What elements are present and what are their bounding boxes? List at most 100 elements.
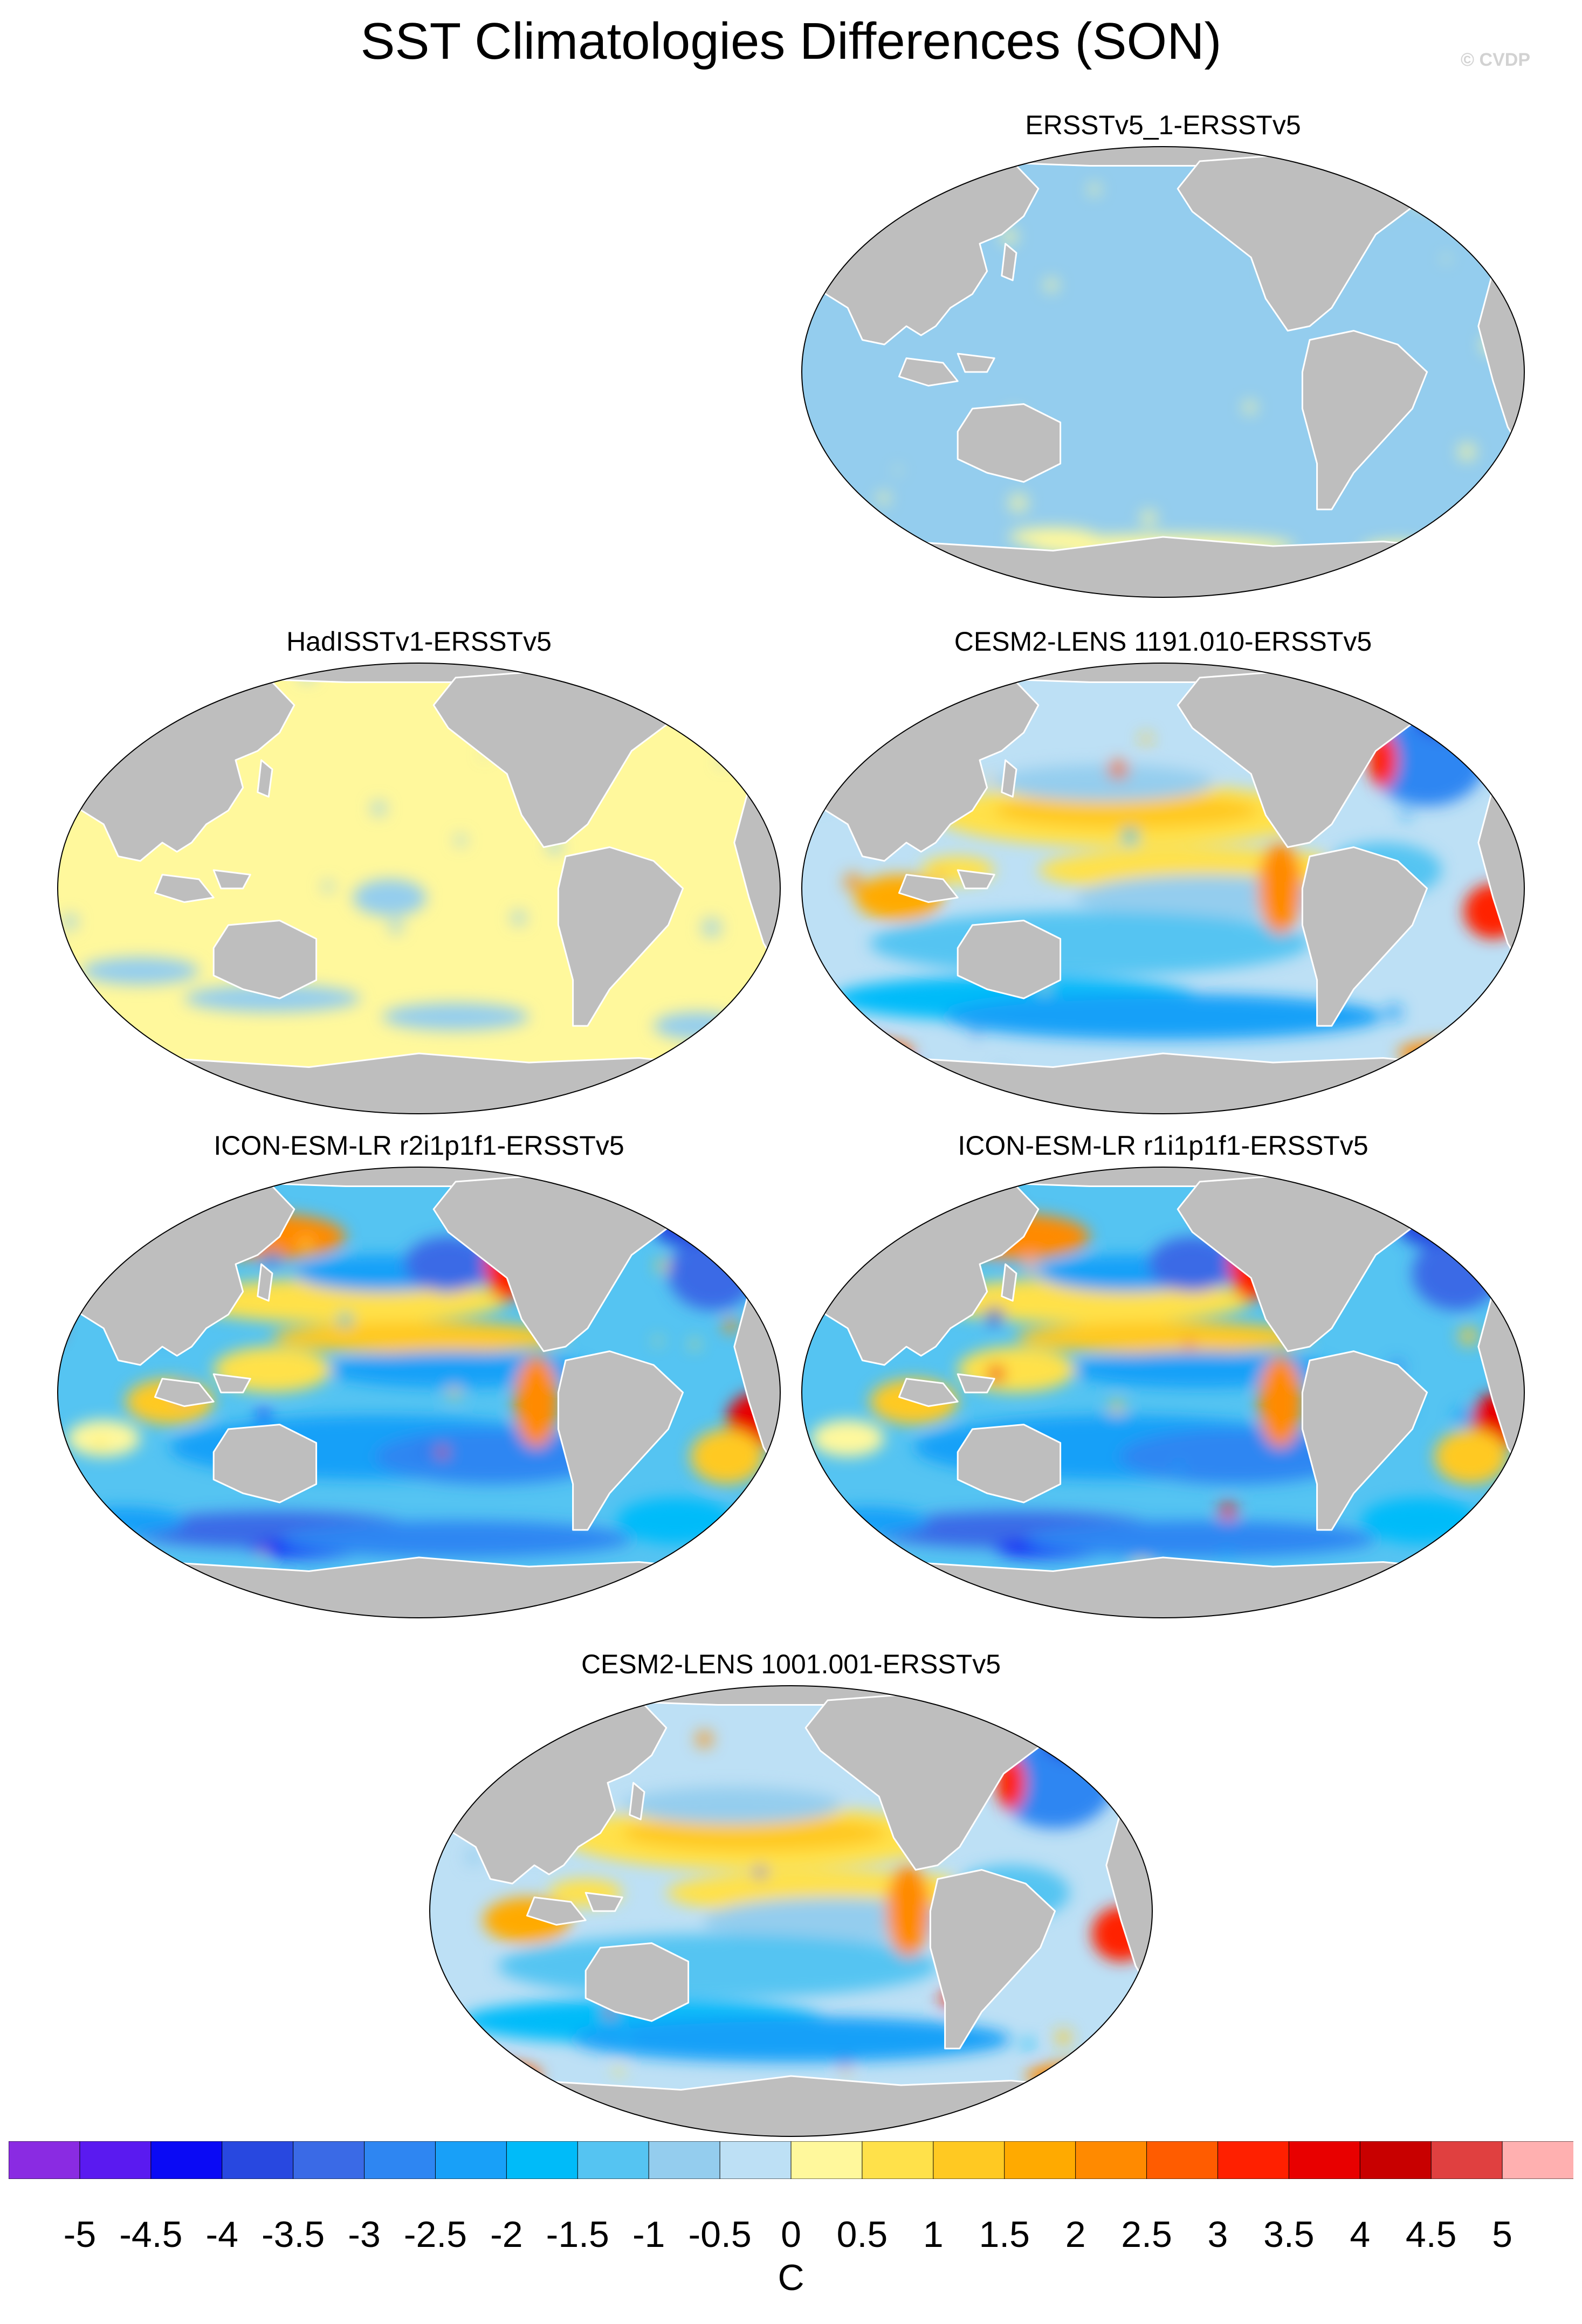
land-polygon: [584, 1942, 690, 2022]
land-polygon: [957, 403, 1062, 483]
colorbar-swatch-10: [719, 2141, 792, 2179]
anomaly-region: [439, 1700, 527, 1719]
map-border: [429, 1685, 1153, 2137]
land-polygon: [629, 1782, 645, 1820]
land-polygon: [929, 1869, 1056, 2050]
land-polygon: [154, 874, 215, 903]
anomaly-region: [1009, 528, 1097, 546]
sst-difference-map-icon-r1i1p1f1: [801, 1167, 1525, 1618]
map-border: [801, 146, 1525, 598]
land-polygon: [257, 759, 273, 798]
ocean-field: [802, 1167, 1524, 1618]
land-polygon: [212, 920, 318, 999]
anomaly-region: [622, 1815, 886, 1852]
anomaly-region: [1258, 1356, 1303, 1447]
colorbar-tick-label: 0.5: [836, 2214, 888, 2255]
colorbar-swatch-1: [79, 2141, 152, 2179]
land-polygon: [1001, 759, 1017, 798]
anomaly-region: [498, 1934, 938, 1998]
land-polygon: [1098, 1718, 1152, 1793]
anomaly-region: [622, 1787, 843, 1824]
land-polygon: [1397, 667, 1457, 711]
ocean-field: [430, 1686, 1152, 2136]
anomaly-region: [67, 1420, 141, 1457]
colorbar-tick-label: -3: [348, 2214, 381, 2255]
colorbar-swatch-9: [648, 2141, 721, 2179]
panel-title-5: ICON-ESM-LR r1i1p1f1-ERSSTv5: [958, 1130, 1368, 1161]
colorbar-swatch-4: [293, 2141, 365, 2179]
colorbar-tick-label: -1: [632, 2214, 665, 2255]
colorbar-tick-label: 1: [923, 2214, 944, 2255]
land-polygon: [957, 920, 1062, 999]
anomaly-region: [382, 1003, 529, 1031]
map-border: [801, 663, 1525, 1114]
colorbar-units: C: [778, 2257, 804, 2298]
land-polygon: [726, 695, 780, 770]
colorbar-swatch-17: [1217, 2141, 1290, 2179]
colorbar-tick-label: -5: [63, 2214, 97, 2255]
map-border: [57, 663, 781, 1114]
land-polygon: [957, 353, 995, 373]
sst-difference-map-hadisstv1: [57, 663, 781, 1114]
anomaly-region: [811, 1420, 885, 1457]
land-polygon: [430, 2075, 1152, 2136]
anomaly-region: [571, 2016, 1011, 2063]
colorbar-swatch-15: [1075, 2141, 1147, 2179]
colorbar-swatch-16: [1146, 2141, 1219, 2179]
anomaly-region: [272, 1321, 566, 1354]
ocean-field: [58, 663, 780, 1114]
anomaly-region: [375, 1429, 610, 1484]
anomaly-region: [453, 2058, 513, 2076]
anomaly-region: [994, 792, 1258, 829]
anomaly-region: [279, 1521, 632, 1557]
land-polygon: [1001, 1263, 1017, 1302]
anomaly-region: [994, 764, 1215, 802]
land-polygon: [957, 869, 995, 889]
land-polygon: [557, 1350, 684, 1531]
land-polygon: [898, 1378, 959, 1407]
land-polygon: [212, 1373, 251, 1394]
colorbar-swatch-5: [364, 2141, 436, 2179]
land-polygon: [1001, 243, 1017, 281]
colorbar-tick-label: 4: [1350, 2214, 1371, 2255]
land-polygon: [1470, 695, 1524, 770]
land-polygon: [584, 1892, 623, 1912]
land-polygon: [1301, 1350, 1428, 1531]
land-polygon: [802, 1556, 1524, 1618]
anomaly-region: [1405, 152, 1449, 207]
figure-title: SST Climatologies Differences (SON): [360, 12, 1222, 70]
sst-difference-map-cesm2-1191: [801, 663, 1525, 1114]
land-polygon: [957, 1424, 1062, 1504]
land-polygon: [154, 1378, 215, 1407]
anomaly-region: [886, 1865, 931, 1957]
colorbar-swatch-11: [790, 2141, 863, 2179]
colorbar: [9, 2141, 1573, 2179]
land-polygon: [1470, 1199, 1524, 1274]
colorbar-swatch-0: [9, 2141, 80, 2179]
land-polygon: [212, 869, 251, 889]
land-polygon: [652, 1171, 713, 1215]
anomaly-region: [870, 911, 1310, 976]
anomaly-region: [1026, 2062, 1143, 2090]
colorbar-tick-label: 1.5: [979, 2214, 1030, 2255]
colorbar-swatch-13: [933, 2141, 1005, 2179]
colorbar-tick-label: -4.5: [119, 2214, 183, 2255]
land-polygon: [802, 1052, 1524, 1114]
anomaly-region: [184, 984, 361, 1012]
anomaly-region: [404, 1237, 493, 1292]
land-polygon: [257, 1263, 273, 1302]
colorbar-swatch-8: [577, 2141, 650, 2179]
anomaly-region: [840, 1182, 928, 1200]
land-polygon: [212, 1424, 318, 1504]
anomaly-region: [1023, 1521, 1376, 1557]
anomaly-region: [943, 994, 1383, 1040]
land-polygon: [898, 357, 959, 387]
colorbar-swatch-20: [1430, 2141, 1503, 2179]
land-polygon: [1301, 330, 1428, 511]
colorbar-swatch-18: [1288, 2141, 1361, 2179]
colorbar-swatch-14: [1004, 2141, 1076, 2179]
colorbar-tick-label: 5: [1492, 2214, 1512, 2255]
map-border: [801, 1167, 1525, 1618]
land-polygon: [58, 1052, 780, 1114]
colorbar-swatch-12: [862, 2141, 934, 2179]
